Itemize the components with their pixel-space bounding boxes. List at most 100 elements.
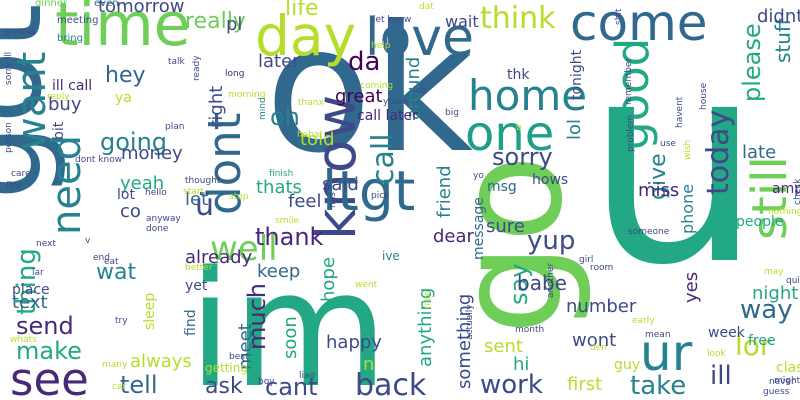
word-might: might	[774, 376, 800, 386]
word-care: care	[11, 169, 31, 179]
word-person: person	[4, 122, 14, 153]
word-message: message	[471, 197, 487, 260]
word-make: make	[16, 337, 82, 365]
word-let: let	[185, 189, 208, 210]
word-better: better	[185, 263, 213, 273]
word-great: great	[335, 86, 383, 107]
word-life: life	[285, 0, 319, 21]
word-love: love	[365, 8, 474, 68]
word-tonight: tonight	[569, 49, 585, 100]
word-later: later	[258, 51, 300, 72]
word-sent: sent	[484, 336, 523, 357]
word-hows: hows	[532, 172, 568, 188]
word-next: next	[36, 239, 56, 249]
word-anything: anything	[415, 288, 436, 367]
word-ive: ive	[382, 249, 400, 263]
word-want: want	[9, 52, 55, 150]
word-thought: thought	[185, 176, 221, 186]
word-car: car	[112, 382, 126, 392]
word-ready: ready	[192, 55, 202, 81]
word-text: text	[12, 292, 48, 313]
word-friend: friend	[434, 165, 455, 218]
word-den: den	[590, 343, 607, 353]
word-look: look	[707, 349, 727, 359]
word-right: right	[206, 86, 227, 128]
word-buy: buy	[48, 94, 82, 115]
word-way: way	[740, 295, 793, 325]
word-mind: mind	[258, 97, 268, 120]
word-nothing: nothing	[768, 207, 800, 217]
word-night: night	[752, 283, 798, 304]
word-lol: lol	[564, 119, 585, 140]
word-stuff: stuff	[771, 17, 795, 63]
word-got: got	[0, 3, 69, 200]
word-send: send	[16, 312, 74, 340]
word-sorry-ill: sorry ill	[4, 52, 14, 85]
word-dear: dear	[433, 226, 475, 247]
word-lor: lor	[735, 329, 772, 362]
word-day: day	[255, 4, 356, 68]
word-tomorrow: tomorrow	[98, 0, 184, 17]
word-v: v	[85, 236, 91, 246]
word-sorry: sorry	[492, 143, 553, 171]
word-back: back	[355, 368, 427, 400]
word-girl: girl	[579, 255, 593, 265]
word-shit: shit	[614, 8, 624, 25]
word-lot: lot	[117, 187, 135, 203]
word-class: class	[776, 360, 800, 376]
word-wat: wat	[96, 260, 136, 285]
word-big: big	[445, 108, 459, 118]
word-done: done	[146, 224, 169, 234]
word-call-later: call later	[357, 108, 418, 124]
word-soon: soon	[280, 316, 301, 359]
word-went: went	[355, 280, 378, 290]
word-reply: reply	[47, 92, 70, 102]
word-call: call	[366, 133, 401, 185]
word-ur: ur	[640, 324, 693, 382]
word-talk: talk	[168, 57, 186, 67]
word-number: number	[566, 296, 637, 317]
word-anyway: anyway	[146, 214, 181, 224]
word-actually: actually	[465, 304, 475, 340]
word-fine: fine	[6, 181, 23, 191]
word-one: one	[465, 106, 554, 162]
word-tell: tell	[120, 371, 158, 399]
word-dinner: dinner	[35, 0, 68, 9]
word-always: always	[130, 351, 192, 372]
word-da: da	[348, 47, 380, 77]
word-mean: mean	[645, 330, 671, 340]
word-best: best	[229, 352, 249, 362]
word-morning: morning	[228, 90, 265, 100]
word-b: b	[516, 123, 522, 133]
word-ü: ü	[195, 188, 214, 223]
word-keep: keep	[257, 261, 300, 282]
word-long: long	[225, 69, 244, 79]
word-pick: pick	[371, 191, 390, 201]
word-didnt: didnt	[757, 6, 800, 27]
word-cant: cant	[265, 373, 318, 400]
word-guy: guy	[614, 357, 640, 373]
word-people: people	[736, 214, 783, 230]
word-late: late	[742, 142, 776, 163]
word-give: give	[646, 153, 671, 200]
word-wish: wish	[683, 140, 693, 160]
word-first: first	[567, 374, 602, 395]
word-liao: liao	[299, 371, 316, 381]
word-ltgt: ltgt	[322, 159, 415, 223]
word-said: said	[322, 174, 359, 195]
word-meeting: meeting	[57, 15, 98, 26]
word-use: use	[660, 139, 676, 149]
word-much: much	[243, 283, 271, 350]
word-babe: babe	[517, 271, 567, 295]
word-early: early	[632, 316, 655, 326]
word-job: job	[412, 86, 427, 96]
word-month: month	[515, 325, 544, 335]
word-quite: quite	[786, 276, 800, 286]
word-really: really	[185, 9, 246, 34]
word-dont: dont	[198, 113, 251, 215]
word-thing: thing	[12, 248, 42, 315]
word-find: find	[183, 309, 199, 336]
word-guess: guess	[763, 387, 790, 397]
